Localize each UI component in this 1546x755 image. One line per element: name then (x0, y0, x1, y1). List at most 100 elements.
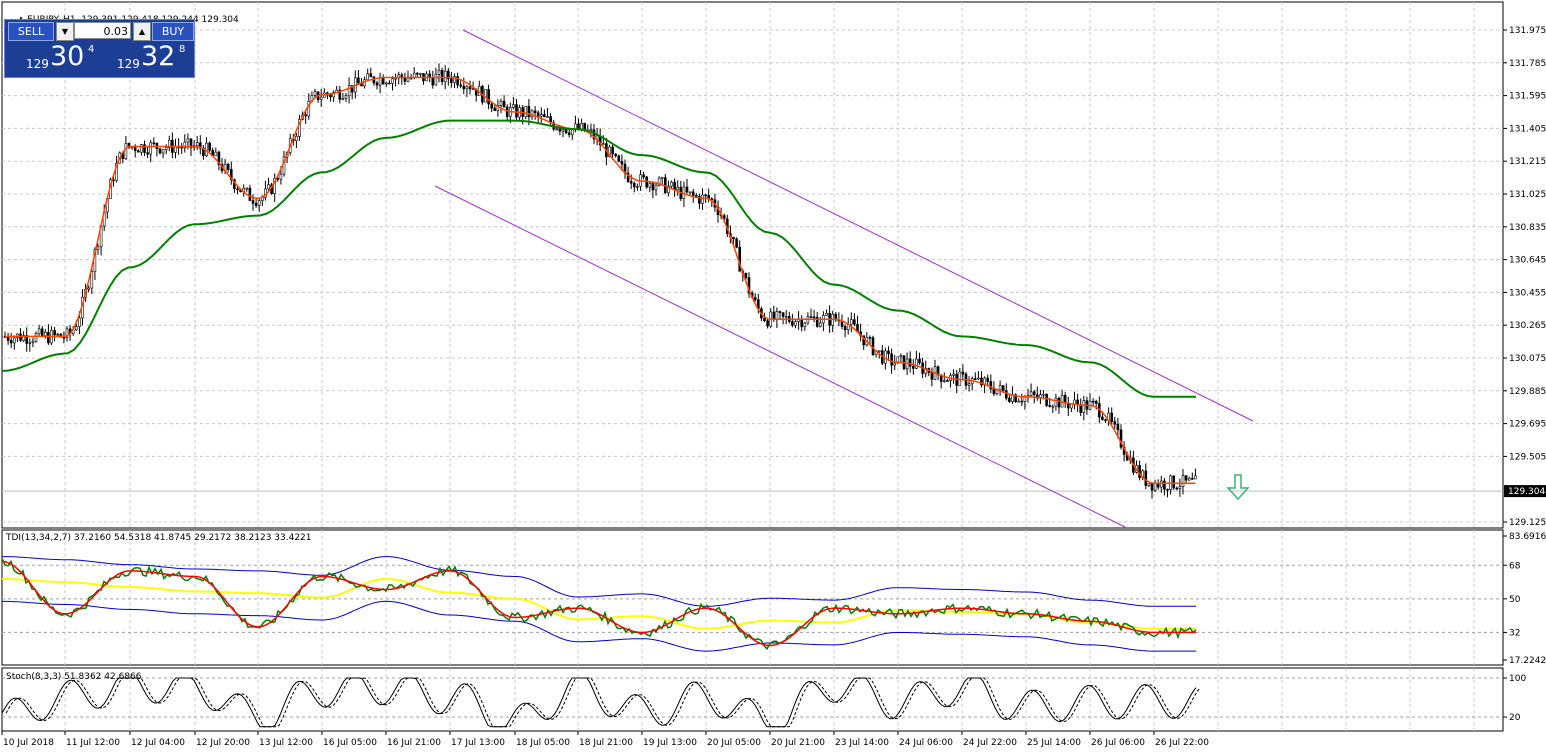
candle-body (561, 129, 565, 132)
candle (1063, 392, 1067, 408)
buy-price[interactable]: 129 32 8 (101, 41, 191, 75)
candle-body (388, 82, 391, 85)
candle-body (329, 94, 332, 98)
candle-body (818, 322, 822, 327)
candle (322, 88, 326, 98)
candle (394, 73, 397, 87)
candle (601, 135, 605, 146)
candle-body (347, 85, 351, 97)
candle (949, 373, 952, 388)
sell-price[interactable]: 129 30 4 (8, 41, 98, 75)
candle-body (543, 114, 546, 118)
candle-body (124, 142, 128, 160)
candle (946, 378, 949, 382)
time-axis: 10 Jul 2018 11 Jul 12:00 12 Jul 04:00 12 Ju… (1, 731, 1209, 748)
tdi-tick-label: 50 (1509, 595, 1521, 605)
candle (388, 80, 391, 85)
candle-body (384, 82, 388, 85)
candle-body (815, 316, 819, 327)
candle-body (1029, 391, 1033, 396)
candle (419, 72, 422, 78)
candle (670, 180, 673, 188)
candle (471, 81, 475, 91)
candle-body (1144, 470, 1148, 486)
time-label: 24 Jul 06:00 (899, 738, 953, 748)
candle-body (350, 85, 354, 93)
candle-body (158, 148, 162, 154)
candle-body (539, 114, 543, 117)
candle-body (871, 337, 875, 355)
time-label: 20 Jul 05:00 (707, 738, 761, 748)
candle-body (431, 77, 435, 86)
stoch-label: Stoch(8,3,3) 51.8362 42.6866 (6, 672, 142, 682)
candle (660, 176, 664, 186)
candle-body (369, 73, 373, 78)
candle-body (47, 331, 50, 344)
candle-body (295, 136, 298, 142)
candle-body (580, 122, 583, 130)
price-label: 130.075 (1509, 354, 1546, 364)
candle-body (180, 146, 183, 149)
candle-body (877, 350, 881, 353)
candle-body (694, 195, 698, 197)
candle (369, 67, 373, 78)
candle (778, 310, 782, 319)
candle (853, 313, 856, 327)
price-label: 129.885 (1509, 387, 1546, 397)
candle (856, 315, 859, 333)
candle (691, 188, 695, 203)
candle (834, 312, 838, 322)
down-arrow-icon[interactable] (1226, 474, 1250, 501)
candle-body (183, 141, 187, 149)
candle-body (803, 322, 807, 328)
candle-body (19, 333, 22, 341)
trend-channel[interactable] (434, 29, 1254, 528)
candle (561, 128, 565, 138)
candle-body (304, 114, 308, 117)
panel-frames (1, 1, 1504, 732)
candle-body (375, 82, 379, 86)
candle (1116, 417, 1120, 439)
candle-body (1150, 483, 1154, 491)
candle (825, 309, 828, 317)
candle (843, 324, 847, 338)
candle (716, 200, 720, 223)
candle (174, 138, 177, 159)
candle-body (896, 356, 900, 364)
candle (970, 376, 974, 391)
candle-body (1057, 397, 1061, 408)
candle (490, 101, 494, 113)
candle (248, 184, 252, 201)
lot-increase-button[interactable]: ▲ (133, 22, 151, 41)
candle (831, 310, 835, 333)
candle-body (13, 337, 16, 344)
buy-button[interactable]: BUY (152, 22, 194, 41)
candle-body (1014, 394, 1017, 403)
candle-body (465, 86, 469, 90)
candle-body (911, 365, 915, 369)
candle (1067, 396, 1070, 417)
candle (657, 176, 661, 187)
candle (533, 106, 537, 120)
lot-decrease-button[interactable]: ▼ (56, 22, 74, 41)
time-label: 11 Jul 12:00 (66, 738, 120, 748)
candle (245, 187, 249, 192)
stoch-d-line (5, 677, 1201, 728)
candle-body (267, 184, 270, 190)
candle (636, 183, 639, 191)
candle (502, 95, 506, 108)
candle-body (1048, 405, 1051, 407)
candle-body (236, 188, 239, 191)
candle (1191, 472, 1194, 480)
candle-body (143, 144, 146, 153)
sell-button[interactable]: SELL (8, 22, 54, 41)
candle (667, 180, 670, 197)
candle (437, 63, 441, 83)
price-label: 131.975 (1509, 26, 1546, 36)
candle-body (226, 163, 230, 170)
candle-body (1194, 475, 1197, 480)
lot-size-input[interactable]: 0.03 (74, 22, 131, 39)
candle (679, 180, 683, 202)
